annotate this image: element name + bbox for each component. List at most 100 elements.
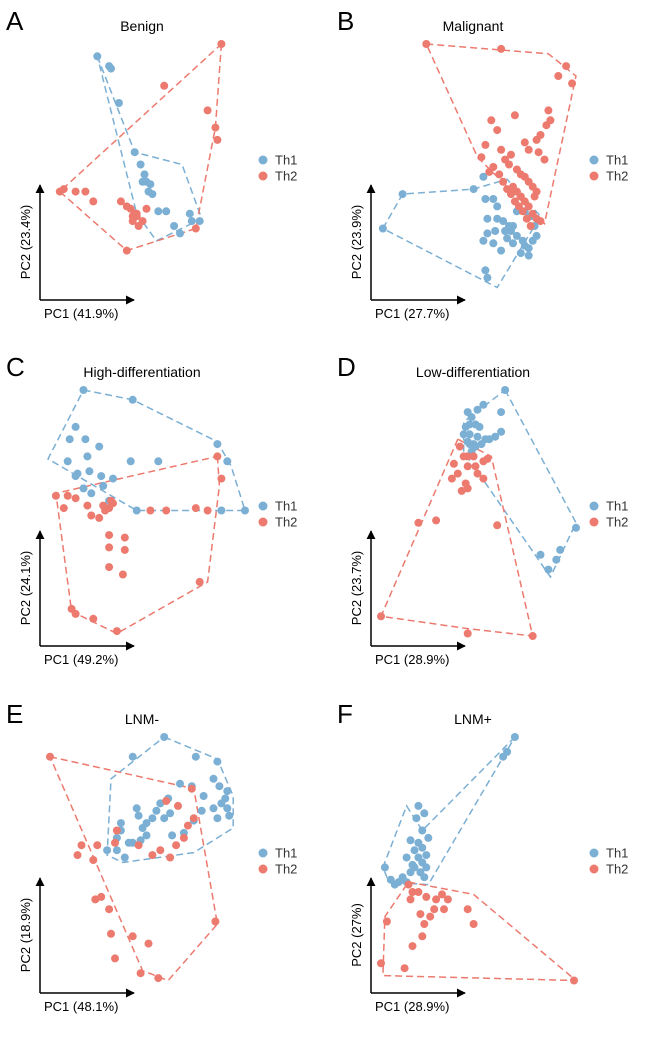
point-th1 (140, 170, 149, 179)
point-th1 (479, 172, 488, 181)
point-th1 (386, 875, 395, 884)
legend-marker-th2 (258, 171, 268, 181)
legend-label-th2: Th2 (275, 862, 297, 877)
point-th2 (487, 116, 496, 125)
point-th1 (85, 467, 94, 476)
point-th2 (449, 459, 458, 468)
point-th1 (107, 64, 115, 73)
point-th2 (51, 491, 60, 500)
point-th2 (46, 752, 54, 761)
point-th1 (483, 229, 492, 238)
point-th1 (479, 400, 488, 409)
legend-marker-th1 (589, 501, 599, 511)
legend-label-th2: Th2 (275, 169, 297, 184)
point-th2 (471, 462, 480, 471)
point-th2 (174, 801, 182, 810)
point-th2 (203, 106, 212, 115)
y-axis-label: PC2 (24.1%) (18, 551, 33, 625)
point-th2 (416, 910, 425, 919)
point-th1 (524, 244, 533, 253)
hull-th2 (379, 438, 534, 637)
point-th1 (168, 831, 177, 840)
point-th1 (481, 266, 490, 275)
point-th2 (477, 153, 486, 162)
legend-label-th2: Th2 (606, 862, 628, 877)
point-th1 (136, 160, 145, 169)
point-th2 (93, 841, 102, 850)
point-th1 (65, 435, 74, 444)
point-th2 (377, 612, 385, 621)
point-th1 (170, 222, 179, 230)
point-th2 (211, 123, 220, 132)
point-th1 (79, 484, 88, 493)
point-th2 (134, 841, 143, 850)
point-th1 (414, 801, 423, 810)
point-th2 (217, 40, 226, 48)
point-th2 (420, 920, 429, 928)
point-th1 (503, 234, 512, 243)
y-axis-label: PC2 (23.7%) (349, 551, 364, 625)
point-th1 (79, 386, 88, 394)
point-th1 (209, 774, 218, 783)
point-th2 (406, 895, 415, 904)
point-th2 (89, 614, 98, 623)
panel-letter: D (337, 352, 356, 382)
point-th2 (120, 533, 129, 542)
point-th2 (426, 912, 435, 921)
point-th1 (536, 550, 545, 559)
scatter-plot-c: C High-differentiation PC1 (49.2%) PC2 (24.… (6, 352, 297, 667)
point-th2 (105, 563, 114, 572)
point-th1 (489, 239, 498, 248)
point-th1 (406, 836, 415, 845)
point-th1 (213, 440, 222, 449)
point-th1 (154, 207, 163, 216)
point-th2 (179, 833, 188, 842)
point-th2 (154, 974, 163, 983)
point-th2 (544, 106, 553, 115)
point-th2 (497, 145, 506, 154)
legend-marker-th1 (258, 155, 268, 165)
panel-title: Benign (120, 18, 164, 34)
legend-label-th1: Th1 (606, 846, 628, 861)
point-th1 (524, 251, 533, 260)
point-th2 (89, 197, 98, 206)
legend-marker-th2 (589, 171, 599, 181)
point-th2 (71, 609, 80, 618)
point-th2 (463, 629, 472, 638)
point-th1 (191, 752, 200, 761)
point-th1 (116, 819, 125, 828)
point-th1 (479, 236, 488, 245)
point-th2 (172, 841, 181, 850)
point-th2 (463, 462, 472, 471)
point-th2 (408, 888, 417, 896)
point-th2 (59, 185, 68, 194)
hull-th1 (47, 389, 247, 512)
point-th2 (534, 148, 543, 157)
panel-title: Malignant (443, 18, 504, 34)
point-th2 (463, 905, 472, 914)
point-th2 (507, 190, 515, 199)
point-th1 (162, 207, 171, 216)
point-th2 (63, 491, 72, 500)
point-th2 (59, 504, 68, 513)
point-th2 (213, 135, 222, 144)
point-th2 (203, 506, 212, 515)
point-th2 (400, 964, 409, 973)
point-th2 (191, 504, 200, 513)
point-th2 (112, 826, 121, 835)
point-th1 (378, 224, 387, 233)
point-th2 (432, 895, 441, 904)
legend-marker-th2 (258, 864, 268, 874)
point-th1 (142, 831, 151, 840)
point-th1 (489, 195, 498, 203)
legend-label-th1: Th1 (275, 846, 297, 861)
point-th1 (160, 814, 169, 823)
point-th2 (191, 224, 200, 233)
point-th2 (211, 917, 220, 926)
point-th1 (483, 214, 492, 223)
point-th2 (414, 518, 423, 527)
y-axis-label: PC2 (23.9%) (349, 205, 364, 279)
point-th2 (483, 454, 492, 463)
